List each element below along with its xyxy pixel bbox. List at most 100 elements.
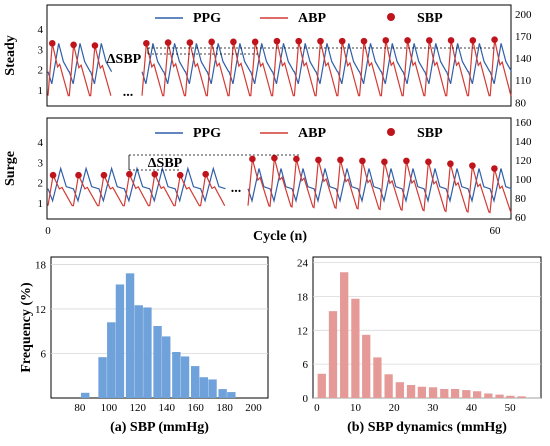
sbp-dynamics-histogram-bar: [351, 298, 360, 398]
steady-delta-label: ΔSBP: [107, 52, 142, 67]
surge-right-tick: 120: [515, 155, 532, 167]
sbp-histogram-bar: [134, 305, 143, 398]
sbp-dynamics-histogram-bar: [495, 394, 504, 398]
x-tick: 60: [490, 225, 502, 237]
steady-sbp-point: [208, 38, 215, 46]
steady-sbp-point: [295, 37, 303, 45]
sbp-dynamics-histogram-x-tick: 0: [314, 402, 320, 414]
steady-right-tick: 170: [515, 31, 532, 43]
surge-ylabel: Surge: [3, 151, 18, 186]
surge-sbp-point: [249, 155, 256, 163]
surge-sbp-point: [359, 157, 366, 165]
steady-right-tick: 80: [515, 97, 527, 109]
sbp-dynamics-histogram-xlabel: (b) SBP dynamics (mmHg): [347, 420, 507, 435]
steady-legend-swatch-sbp: [387, 13, 395, 21]
steady-legend-sbp: SBP: [417, 11, 443, 26]
surge-delta-label: ΔSBP: [148, 156, 183, 171]
surge-sbp-point: [75, 171, 82, 179]
steady-sbp-point: [273, 37, 281, 45]
surge-legend-swatch-sbp: [387, 128, 395, 136]
sbp-histogram-x-tick: 80: [74, 402, 86, 414]
sbp-dynamics-histogram-bar: [472, 391, 482, 398]
steady-right-tick: 110: [515, 75, 532, 87]
surge-sbp-point: [100, 171, 108, 179]
sbp-dynamics-histogram-bar: [328, 311, 338, 398]
steady-right-tick: 140: [515, 53, 532, 65]
steady-ellipsis: ...: [123, 85, 134, 100]
sbp-dynamics-histogram-x-tick: 50: [505, 402, 517, 414]
steady-sbp-point: [404, 37, 411, 44]
sbp-histogram-bar: [172, 351, 181, 398]
steady-sbp-point: [382, 37, 390, 44]
surge-sbp-point: [315, 156, 322, 164]
sbp-dynamics-histogram-x-tick: 20: [389, 402, 401, 414]
surge-right-tick: 80: [515, 193, 527, 205]
surge-sbp-point: [381, 158, 388, 166]
surge-legend-ppg: PPG: [193, 126, 221, 141]
steady-sbp-point: [48, 40, 56, 47]
sbp-histogram-bar: [115, 284, 125, 398]
steady-sbp-point: [164, 39, 172, 46]
sbp-histogram-bar: [227, 392, 236, 398]
surge-right-tick: 160: [515, 117, 532, 129]
steady-sbp-point: [360, 37, 368, 45]
sbp-dynamics-histogram-y-tick: 0: [303, 393, 309, 405]
sbp-histogram-y-tick: 12: [35, 304, 46, 316]
surge-sbp-point: [49, 171, 57, 179]
surge-sbp-point: [151, 170, 159, 178]
sbp-dynamics-histogram-bar: [428, 387, 438, 398]
steady-sbp-point: [491, 36, 498, 43]
steady-left-tick: 1: [38, 85, 44, 97]
surge-sbp-point: [202, 170, 209, 178]
surge-xlabel: Cycle (n): [253, 229, 307, 244]
surge-sbp-point: [469, 162, 476, 169]
steady-left-tick: 4: [38, 24, 44, 36]
surge-right-tick: 60: [515, 212, 527, 224]
surge-left-tick: 3: [38, 157, 44, 169]
surge-sbp-point: [293, 155, 300, 163]
steady-legend-ppg: PPG: [193, 11, 221, 26]
sbp-histogram-y-tick: 18: [35, 259, 47, 271]
steady-sbp-point: [230, 38, 237, 46]
surge-sbp-point: [271, 154, 278, 162]
surge-abp-line-1: [47, 172, 226, 207]
steady-sbp-point: [70, 41, 77, 49]
sbp-dynamics-histogram-bar: [484, 393, 493, 398]
sbp-histogram-bar: [218, 389, 227, 398]
surge-left-tick: 4: [38, 137, 44, 149]
sbp-histogram-x-tick: 140: [158, 402, 175, 414]
sbp-dynamics-histogram-bar: [362, 334, 371, 398]
sbp-histogram-bar: [98, 357, 107, 398]
sbp-dynamics-histogram-bar: [450, 388, 460, 398]
sbp-dynamics-histogram-bar: [440, 388, 449, 398]
x-tick: 0: [45, 225, 51, 237]
surge-ppg-line-1: [47, 166, 226, 203]
sbp-histogram-bar: [199, 377, 209, 398]
surge-ellipsis: ...: [231, 181, 242, 196]
steady-sbp-point: [91, 42, 99, 49]
sbp-histogram-x-tick: 160: [187, 402, 204, 414]
steady-legend-abp: ABP: [298, 11, 326, 26]
steady-sbp-point: [425, 37, 433, 44]
surge-sbp-point: [126, 170, 133, 178]
surge-sbp-point: [447, 160, 454, 168]
steady-frame: [46, 4, 512, 107]
steady-sbp-point: [447, 37, 455, 44]
steady-sbp-point: [186, 39, 194, 46]
sbp-dynamics-histogram-bar: [517, 396, 526, 398]
sbp-histogram-x-tick: 120: [130, 402, 147, 414]
steady-left-tick: 3: [38, 44, 44, 56]
sbp-dynamics-histogram-bar: [384, 374, 393, 398]
steady-sbp-point: [317, 37, 324, 45]
sbp-dynamics-histogram-bar: [340, 272, 349, 398]
surge-right-tick: 140: [515, 136, 532, 148]
sbp-histogram-bar: [107, 322, 116, 398]
surge-left-tick: 2: [38, 178, 44, 190]
steady-ppg-line-1: [47, 43, 113, 84]
sbp-dynamics-histogram-bar: [506, 395, 515, 398]
surge-sbp-point: [337, 156, 344, 164]
surge-abp-line-2: [247, 157, 512, 214]
sbp-histogram-xlabel: (a) SBP (mmHg): [110, 420, 209, 435]
sbp-histogram-bar: [143, 307, 152, 398]
